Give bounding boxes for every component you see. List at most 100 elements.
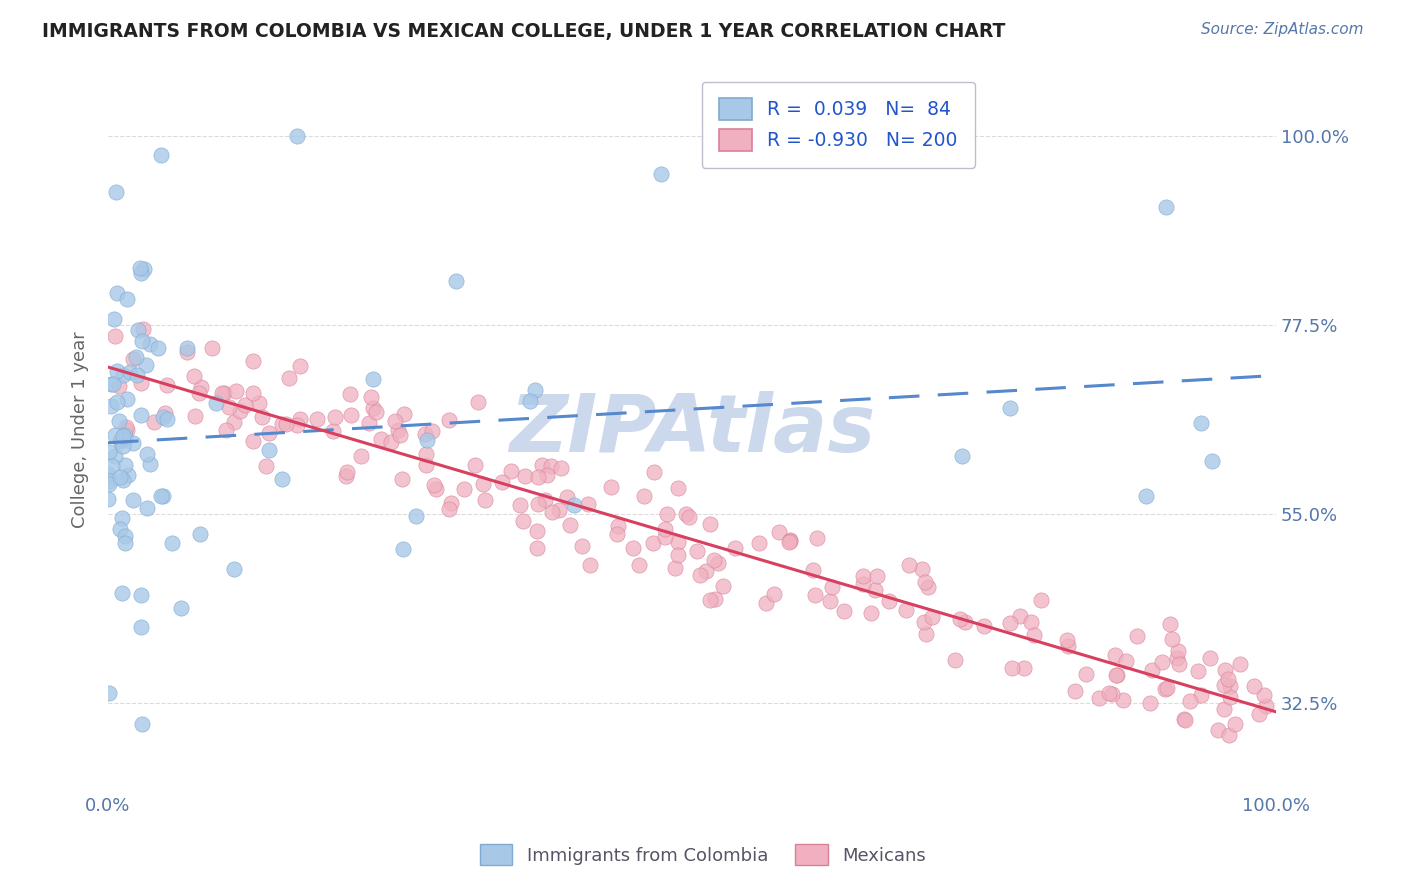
Point (1174, 713, 1197, 727)
Point (152, 409, 174, 424)
Point (322, 424, 344, 438)
Point (416, 434, 439, 448)
Point (114, 458, 136, 472)
Point (129, 620, 152, 634)
Point (122, 435, 145, 450)
Point (391, 472, 413, 486)
Point (111, 586, 134, 600)
Point (527, 470, 550, 484)
Point (335, 468, 357, 483)
Point (606, 527, 628, 541)
Point (491, 475, 513, 489)
Point (1189, 688, 1212, 702)
Point (98, 445, 121, 459)
Point (1022, 628, 1045, 642)
Point (183, 409, 205, 423)
Point (105, 364, 128, 378)
Point (1199, 650, 1222, 665)
Point (558, 518, 581, 533)
Point (668, 548, 690, 562)
Point (896, 603, 918, 617)
Point (233, 398, 256, 412)
Point (285, 128, 308, 143)
Point (215, 423, 238, 437)
Point (117, 468, 139, 483)
Point (98, 686, 121, 700)
Point (623, 541, 645, 556)
Point (111, 368, 134, 382)
Point (803, 588, 825, 602)
Point (1063, 683, 1085, 698)
Point (115, 423, 138, 437)
Point (1112, 692, 1135, 706)
Point (576, 497, 599, 511)
Point (778, 534, 800, 549)
Point (105, 395, 128, 409)
Point (360, 390, 382, 404)
Point (1159, 617, 1181, 632)
Point (453, 482, 475, 496)
Point (526, 524, 548, 539)
Point (513, 469, 536, 483)
Point (643, 466, 665, 480)
Point (250, 409, 273, 424)
Point (135, 501, 157, 516)
Point (108, 469, 131, 483)
Point (1219, 690, 1241, 705)
Point (288, 412, 311, 426)
Point (1029, 592, 1052, 607)
Point (499, 464, 522, 478)
Point (370, 432, 392, 446)
Point (153, 406, 176, 420)
Point (415, 447, 437, 461)
Point (1152, 655, 1174, 669)
Point (768, 524, 790, 539)
Point (1253, 688, 1275, 702)
Point (1008, 609, 1031, 624)
Point (526, 541, 548, 555)
Text: ZIPAtlas: ZIPAtlas (509, 391, 875, 469)
Point (711, 579, 734, 593)
Point (467, 395, 489, 409)
Point (1218, 728, 1240, 742)
Point (363, 372, 385, 386)
Point (257, 425, 280, 440)
Point (1206, 723, 1229, 737)
Point (1216, 673, 1239, 687)
Point (111, 428, 134, 442)
Point (998, 615, 1021, 630)
Point (1247, 707, 1270, 722)
Point (703, 552, 725, 566)
Point (98, 476, 121, 491)
Point (149, 148, 172, 162)
Point (100, 399, 122, 413)
Point (1001, 660, 1024, 674)
Point (229, 404, 252, 418)
Point (112, 473, 135, 487)
Point (943, 652, 966, 666)
Point (1104, 648, 1126, 663)
Point (114, 529, 136, 543)
Point (1212, 702, 1234, 716)
Point (222, 416, 245, 430)
Point (437, 501, 460, 516)
Point (254, 459, 277, 474)
Point (323, 410, 346, 425)
Point (863, 582, 886, 597)
Point (103, 311, 125, 326)
Point (627, 558, 650, 572)
Point (359, 416, 381, 430)
Point (914, 575, 936, 590)
Point (1126, 629, 1149, 643)
Point (212, 386, 235, 401)
Point (866, 568, 889, 582)
Point (540, 459, 562, 474)
Point (877, 594, 900, 608)
Point (190, 380, 212, 394)
Point (108, 414, 131, 428)
Point (1156, 681, 1178, 695)
Point (654, 522, 676, 536)
Point (420, 424, 443, 438)
Point (129, 409, 152, 423)
Point (519, 393, 541, 408)
